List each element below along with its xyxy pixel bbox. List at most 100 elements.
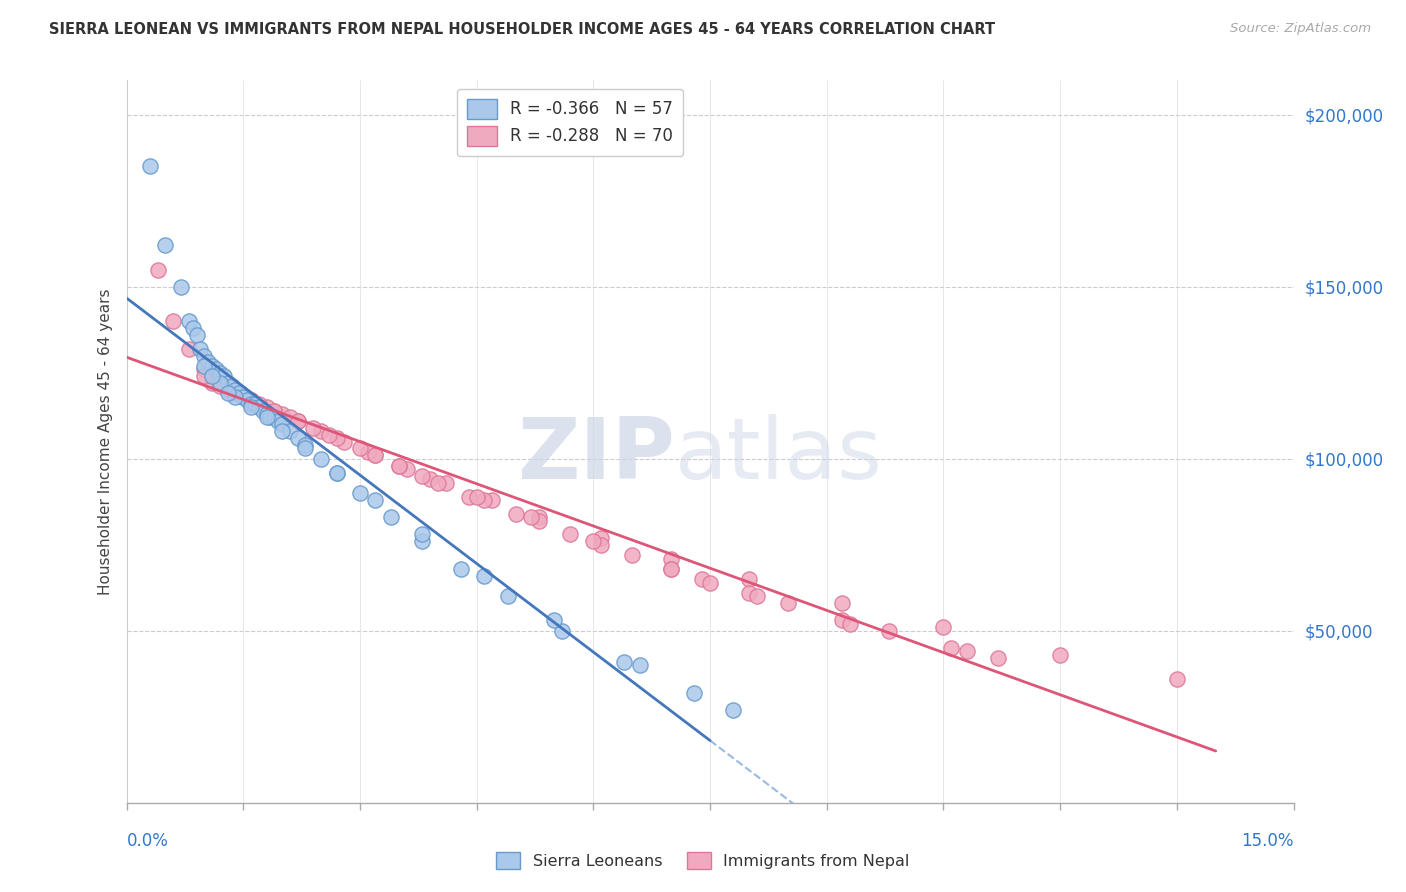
Point <box>325 466 347 480</box>
Point <box>193 359 215 373</box>
Point <box>723 703 745 717</box>
Point <box>738 586 761 600</box>
Point <box>256 410 278 425</box>
Point <box>831 596 853 610</box>
Point <box>426 475 449 490</box>
Point <box>434 475 457 490</box>
Point <box>325 466 347 480</box>
Point <box>388 458 411 473</box>
Point <box>357 445 380 459</box>
Point <box>162 314 184 328</box>
Point <box>956 644 979 658</box>
Point <box>1166 672 1188 686</box>
Point <box>197 355 219 369</box>
Point <box>263 410 285 425</box>
Point <box>388 458 411 473</box>
Point <box>683 686 706 700</box>
Text: SIERRA LEONEAN VS IMMIGRANTS FROM NEPAL HOUSEHOLDER INCOME AGES 45 - 64 YEARS CO: SIERRA LEONEAN VS IMMIGRANTS FROM NEPAL … <box>49 22 995 37</box>
Point <box>1049 648 1071 662</box>
Point <box>287 414 309 428</box>
Point <box>247 397 270 411</box>
Point <box>450 562 472 576</box>
Point <box>613 655 636 669</box>
Text: 15.0%: 15.0% <box>1241 832 1294 850</box>
Point <box>831 614 853 628</box>
Legend: Sierra Leoneans, Immigrants from Nepal: Sierra Leoneans, Immigrants from Nepal <box>489 846 917 875</box>
Point <box>527 514 550 528</box>
Text: 0.0%: 0.0% <box>127 832 169 850</box>
Point <box>224 390 246 404</box>
Point <box>208 376 231 390</box>
Y-axis label: Householder Income Ages 45 - 64 years: Householder Income Ages 45 - 64 years <box>97 288 112 595</box>
Point <box>263 403 285 417</box>
Point <box>240 393 263 408</box>
Point <box>271 407 294 421</box>
Point <box>271 417 294 432</box>
Point <box>170 279 193 293</box>
Point <box>208 366 231 380</box>
Point <box>738 572 761 586</box>
Point <box>263 403 285 417</box>
Point <box>839 616 862 631</box>
Point <box>551 624 574 638</box>
Point <box>252 403 274 417</box>
Point <box>349 442 371 456</box>
Point <box>240 397 263 411</box>
Point <box>228 386 250 401</box>
Point <box>177 314 200 328</box>
Point <box>527 510 550 524</box>
Point <box>582 534 605 549</box>
Point <box>201 359 224 373</box>
Point <box>474 493 496 508</box>
Point <box>186 327 208 342</box>
Text: atlas: atlas <box>675 415 883 498</box>
Point <box>659 551 682 566</box>
Point <box>205 362 228 376</box>
Point <box>256 407 278 421</box>
Point <box>212 369 235 384</box>
Point <box>193 362 215 376</box>
Text: ZIP: ZIP <box>517 415 675 498</box>
Point <box>193 349 215 363</box>
Point <box>659 562 682 576</box>
Point <box>659 562 682 576</box>
Point <box>628 658 651 673</box>
Point <box>621 548 644 562</box>
Point <box>221 379 243 393</box>
Point <box>474 568 496 582</box>
Point <box>318 427 340 442</box>
Point <box>247 400 270 414</box>
Point <box>232 390 254 404</box>
Point <box>411 534 433 549</box>
Point <box>419 472 441 486</box>
Point <box>380 510 402 524</box>
Point <box>333 434 356 449</box>
Point <box>349 486 371 500</box>
Point <box>309 424 332 438</box>
Point <box>932 620 955 634</box>
Point <box>208 379 231 393</box>
Point <box>699 575 721 590</box>
Point <box>496 590 519 604</box>
Legend: R = -0.366   N = 57, R = -0.288   N = 70: R = -0.366 N = 57, R = -0.288 N = 70 <box>457 88 683 156</box>
Point <box>411 469 433 483</box>
Point <box>193 369 215 384</box>
Point <box>309 451 332 466</box>
Point <box>457 490 479 504</box>
Point <box>364 448 387 462</box>
Point <box>217 376 239 390</box>
Point <box>240 393 263 408</box>
Point <box>941 640 963 655</box>
Point <box>411 527 433 541</box>
Point <box>505 507 527 521</box>
Point <box>364 493 387 508</box>
Point <box>146 262 169 277</box>
Point <box>294 438 316 452</box>
Point <box>181 321 204 335</box>
Point <box>543 614 565 628</box>
Point <box>776 596 799 610</box>
Point <box>877 624 900 638</box>
Point <box>987 651 1010 665</box>
Point <box>364 448 387 462</box>
Point <box>224 386 246 401</box>
